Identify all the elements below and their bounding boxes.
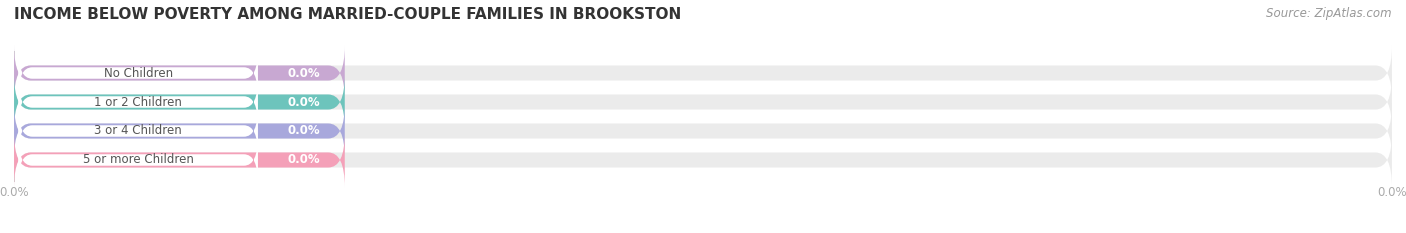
FancyBboxPatch shape bbox=[14, 104, 344, 158]
FancyBboxPatch shape bbox=[14, 75, 1392, 129]
FancyBboxPatch shape bbox=[14, 46, 344, 100]
FancyBboxPatch shape bbox=[18, 78, 257, 126]
Text: 0.0%: 0.0% bbox=[287, 66, 319, 79]
Text: 0.0%: 0.0% bbox=[287, 154, 319, 167]
FancyBboxPatch shape bbox=[14, 133, 344, 187]
Text: INCOME BELOW POVERTY AMONG MARRIED-COUPLE FAMILIES IN BROOKSTON: INCOME BELOW POVERTY AMONG MARRIED-COUPL… bbox=[14, 7, 682, 22]
FancyBboxPatch shape bbox=[14, 104, 1392, 158]
Text: 3 or 4 Children: 3 or 4 Children bbox=[94, 124, 181, 137]
Text: 5 or more Children: 5 or more Children bbox=[83, 154, 194, 167]
Text: No Children: No Children bbox=[104, 66, 173, 79]
FancyBboxPatch shape bbox=[14, 46, 1392, 100]
Text: 0.0%: 0.0% bbox=[287, 96, 319, 109]
Text: Source: ZipAtlas.com: Source: ZipAtlas.com bbox=[1267, 7, 1392, 20]
Text: 1 or 2 Children: 1 or 2 Children bbox=[94, 96, 181, 109]
FancyBboxPatch shape bbox=[18, 107, 257, 155]
FancyBboxPatch shape bbox=[14, 75, 344, 129]
FancyBboxPatch shape bbox=[18, 49, 257, 97]
FancyBboxPatch shape bbox=[18, 136, 257, 184]
Text: 0.0%: 0.0% bbox=[287, 124, 319, 137]
FancyBboxPatch shape bbox=[14, 133, 1392, 187]
